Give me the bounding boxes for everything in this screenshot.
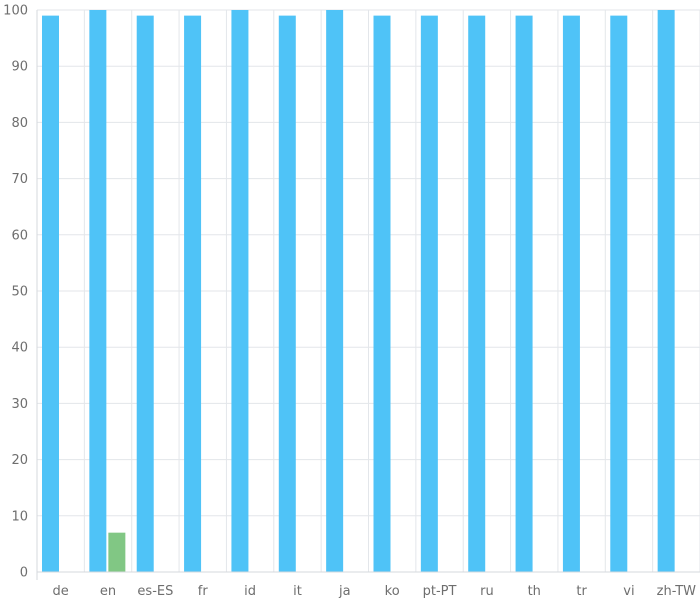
- bars: [42, 10, 675, 573]
- bar-zh-TW: [657, 10, 675, 572]
- y-tick-label: 60: [11, 228, 28, 243]
- x-tick-label: zh-TW: [657, 584, 697, 599]
- x-tick-label: ru: [480, 584, 494, 599]
- x-tick-label: de: [53, 584, 69, 599]
- tick-labels: 0 10 20 30 40 50 60 70 80 90 100 de en es-ES fr id it ja k…: [3, 4, 696, 600]
- bar-pt-PT: [420, 15, 438, 573]
- y-tick-label: 50: [11, 285, 28, 300]
- x-tick-label: ja: [338, 584, 351, 599]
- x-tick-label: id: [244, 584, 256, 599]
- bar-es-ES: [136, 15, 154, 573]
- bar-en-series-2: [108, 532, 126, 572]
- y-tick-label: 10: [11, 509, 28, 524]
- grid: [36, 9, 700, 573]
- bar-ja: [326, 10, 344, 572]
- y-tick-label: 80: [11, 116, 28, 131]
- y-tick-label: 0: [20, 566, 28, 581]
- bar-id: [231, 10, 249, 572]
- x-tick-label: en: [100, 584, 116, 599]
- bar-fr: [184, 15, 202, 573]
- bar-th: [515, 15, 533, 573]
- x-tick-label: fr: [198, 584, 209, 599]
- x-tick-label: ko: [385, 584, 400, 599]
- bar-en: [89, 10, 107, 572]
- y-tick-label: 20: [11, 453, 28, 468]
- x-tick-label: vi: [623, 584, 634, 599]
- bar-de: [42, 15, 59, 573]
- bar-it: [278, 15, 296, 573]
- axes: [36, 10, 700, 580]
- x-tick-label: tr: [576, 584, 587, 599]
- x-tick-label: th: [528, 584, 541, 599]
- y-tick-label: 70: [11, 172, 28, 187]
- bar-tr: [562, 15, 580, 573]
- bar-ru: [468, 15, 486, 573]
- y-tick-label: 90: [11, 60, 28, 75]
- bar-ko: [373, 15, 391, 573]
- x-tick-label: pt-PT: [423, 584, 457, 599]
- y-tick-label: 40: [11, 341, 28, 356]
- y-tick-label: 30: [11, 397, 28, 412]
- x-tick-label: es-ES: [137, 584, 173, 599]
- bar-vi: [610, 15, 628, 573]
- x-tick-label: it: [293, 584, 302, 599]
- y-tick-label: 100: [3, 4, 28, 19]
